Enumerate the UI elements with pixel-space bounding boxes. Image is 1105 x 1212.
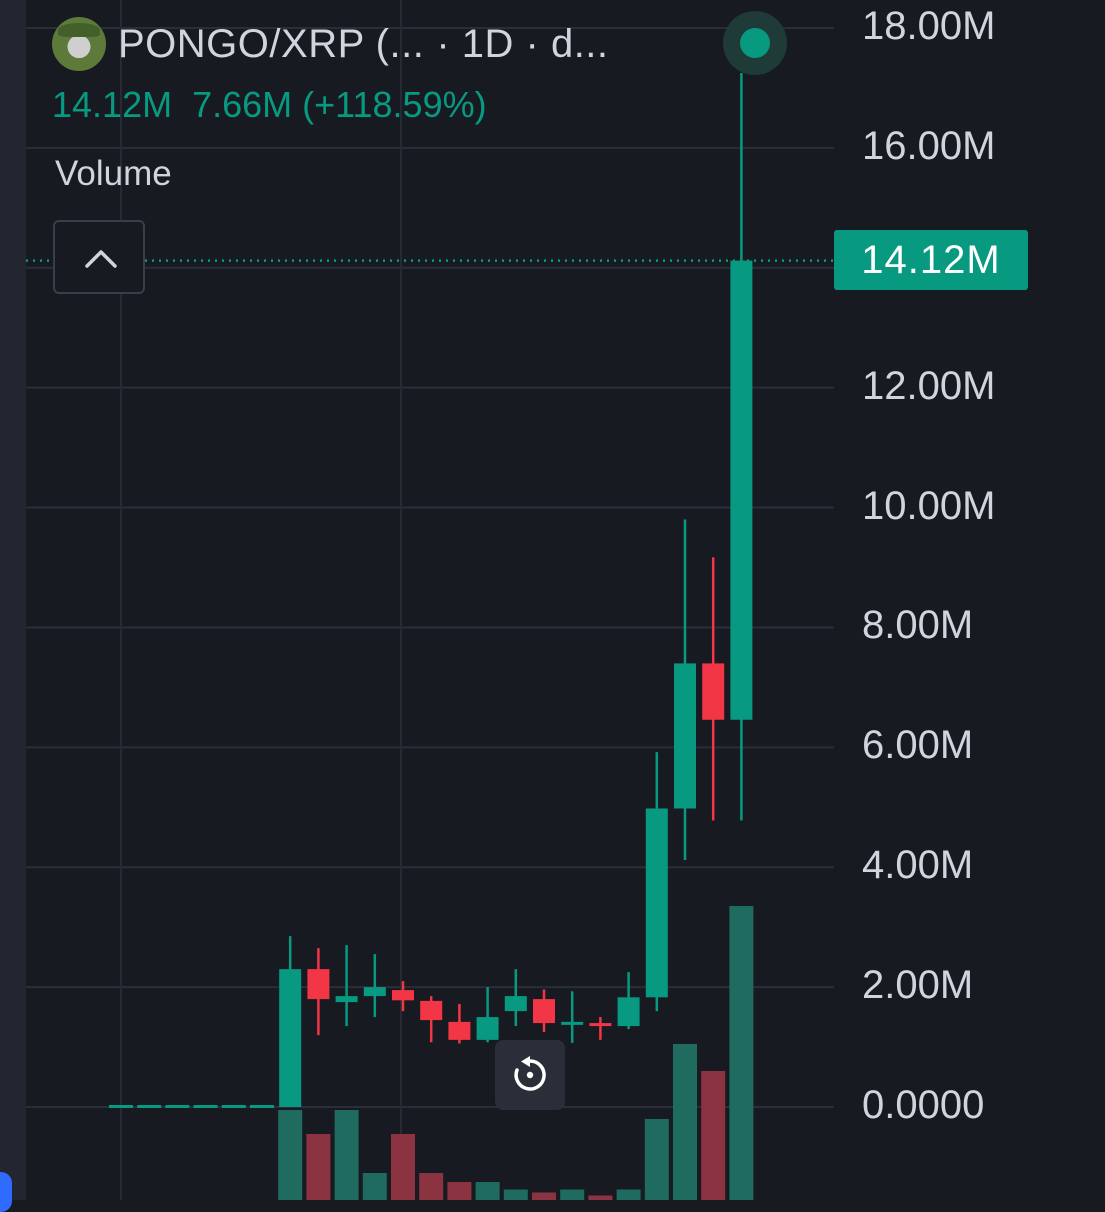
volume-bar xyxy=(334,1110,359,1200)
collapse-legend-button[interactable] xyxy=(53,220,145,294)
candle[interactable] xyxy=(109,1105,133,1108)
volume-bars xyxy=(278,906,754,1200)
candle[interactable] xyxy=(307,948,330,1036)
current-price-tag: 14.12M xyxy=(834,230,1028,290)
price-axis-tick-label: 4.00M xyxy=(862,843,974,888)
side-panel-edge xyxy=(0,0,26,1200)
legend-change: 7.66M (+118.59%) xyxy=(192,84,487,125)
volume-bar xyxy=(419,1173,444,1200)
candle-body xyxy=(165,1105,190,1108)
candle[interactable] xyxy=(165,1105,190,1108)
interval-label[interactable]: · 1D · d... xyxy=(436,21,609,66)
legend-values: 14.12M 7.66M (+118.59%) xyxy=(52,84,487,126)
candle-body xyxy=(221,1105,246,1108)
volume-bar xyxy=(560,1189,585,1200)
candle[interactable] xyxy=(561,991,584,1043)
volume-bar xyxy=(673,1044,697,1200)
volume-bar xyxy=(701,1071,726,1200)
chart-header: PONGO/XRP (... · 1D · d... xyxy=(52,14,609,74)
candle-body xyxy=(645,808,668,998)
candle[interactable] xyxy=(730,72,753,821)
candle-body xyxy=(476,1017,499,1040)
volume-bar xyxy=(306,1134,331,1200)
candle[interactable] xyxy=(279,936,302,1107)
panel-indicator xyxy=(0,1172,12,1212)
candle[interactable] xyxy=(476,987,499,1043)
price-axis-tick-label: 10.00M xyxy=(862,483,996,528)
candle[interactable] xyxy=(645,752,668,1012)
candle-body xyxy=(307,969,330,1000)
volume-bar xyxy=(532,1192,556,1200)
price-axis-tick-label: 8.00M xyxy=(862,603,974,648)
price-axis-tick-label: 18.00M xyxy=(862,4,996,48)
candle[interactable] xyxy=(617,972,640,1030)
candle[interactable] xyxy=(363,954,386,1018)
candle-body xyxy=(335,996,358,1003)
candle[interactable] xyxy=(702,557,725,821)
candle[interactable] xyxy=(448,1003,471,1044)
candle-body xyxy=(504,996,527,1012)
candle[interactable] xyxy=(137,1105,162,1108)
volume-bar xyxy=(503,1189,528,1200)
price-axis-tick-label: 2.00M xyxy=(862,963,974,1008)
price-axis-tick-label: 0.0000 xyxy=(862,1083,985,1127)
candle-body xyxy=(617,997,640,1027)
candle[interactable] xyxy=(533,989,555,1033)
candle-body xyxy=(730,260,753,720)
legend-last-value: 14.12M xyxy=(52,84,173,125)
chevron-up-icon xyxy=(85,250,117,268)
volume-bar xyxy=(644,1119,669,1200)
candle-body xyxy=(561,1021,584,1025)
candle-body xyxy=(420,1000,443,1021)
candle[interactable] xyxy=(589,1017,612,1040)
candle-body xyxy=(109,1105,133,1108)
volume-bar xyxy=(278,1110,303,1200)
volume-bar xyxy=(391,1134,415,1200)
volume-bar xyxy=(447,1182,472,1200)
volume-bar xyxy=(475,1182,500,1200)
candle-body xyxy=(589,1023,612,1027)
volume-bar xyxy=(588,1195,613,1200)
candle-body xyxy=(250,1105,274,1108)
symbol-title[interactable]: PONGO/XRP (... xyxy=(118,21,425,66)
price-axis-tick-label: 12.00M xyxy=(862,363,996,408)
candle-body xyxy=(137,1105,162,1108)
reset-chart-icon xyxy=(514,1056,546,1091)
candle[interactable] xyxy=(420,996,443,1043)
volume-bar xyxy=(729,906,754,1200)
candle-body xyxy=(279,969,302,1107)
pongo-token-avatar-icon[interactable] xyxy=(52,17,106,71)
candle[interactable] xyxy=(504,969,527,1027)
candle[interactable] xyxy=(335,945,358,1027)
candle-body xyxy=(674,663,696,809)
volume-bar xyxy=(616,1189,641,1200)
candle[interactable] xyxy=(193,1105,218,1108)
candles xyxy=(109,72,753,1108)
candle-body xyxy=(702,663,725,720)
candle-body xyxy=(392,990,414,1001)
live-status-dot-icon xyxy=(740,28,770,58)
price-axis-tick-label: 16.00M xyxy=(862,123,996,168)
candle-body xyxy=(533,999,555,1024)
candle-body xyxy=(363,987,386,997)
candle[interactable] xyxy=(392,981,414,1012)
volume-bar xyxy=(362,1173,387,1200)
reset-chart-button[interactable] xyxy=(495,1040,565,1110)
volume-indicator-label[interactable]: Volume xyxy=(55,154,172,193)
candle-body xyxy=(448,1021,471,1040)
candle[interactable] xyxy=(674,519,696,861)
candle[interactable] xyxy=(250,1105,274,1108)
price-axis-tick-label: 6.00M xyxy=(862,723,974,768)
candle[interactable] xyxy=(221,1105,246,1108)
candle-body xyxy=(193,1105,218,1108)
chart-grid xyxy=(26,27,834,1108)
